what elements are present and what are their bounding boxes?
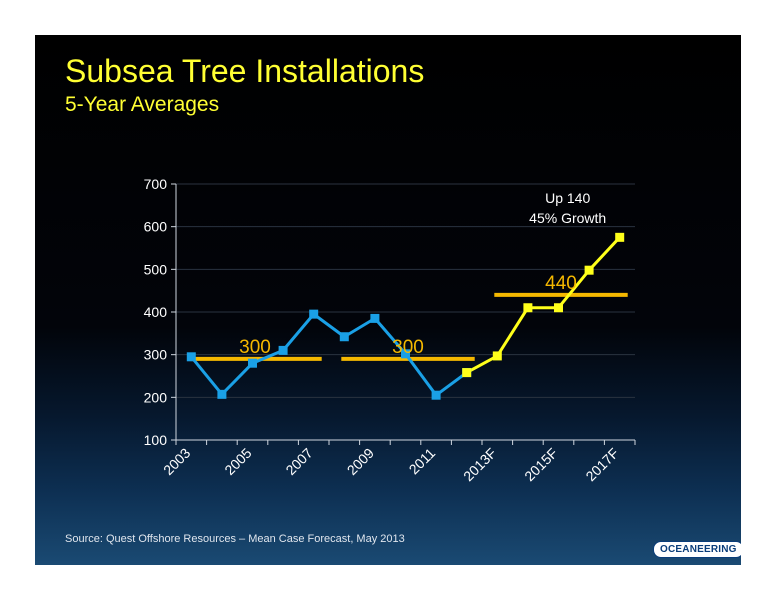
y-tick-label: 100 [144,432,168,448]
data-point [401,349,410,359]
x-tick-label: 2015F [521,445,560,484]
slide: Subsea Tree Installations 5-Year Average… [35,35,741,565]
data-point [492,351,502,361]
x-tick-label: 2011 [406,445,439,478]
average-label: 440 [545,273,577,294]
data-point [278,345,288,355]
data-point [523,303,533,313]
y-tick-label: 700 [144,176,168,192]
chart-title: Subsea Tree Installations [65,53,425,89]
y-tick-label: 600 [144,219,168,235]
series-line-2 [465,236,621,374]
data-point [309,309,319,319]
annotation-line1: Up 140 [545,190,590,206]
y-tick-label: 500 [144,261,168,277]
x-tick-label: 2013F [460,445,499,484]
data-point [186,352,196,362]
x-tick-label: 2007 [282,445,315,478]
data-point [339,332,349,342]
average-label: 300 [392,337,424,358]
data-point [584,265,594,275]
data-point [217,389,227,399]
x-tick-label: 2009 [344,445,377,478]
y-tick-label: 400 [144,304,168,320]
data-point [462,368,472,378]
x-tick-label: 2005 [221,445,254,478]
annotation-line2: 45% Growth [529,210,606,226]
data-point [431,390,441,400]
series-line-1 [190,312,468,397]
y-tick-label: 200 [144,389,168,405]
y-tick-label: 300 [144,347,168,363]
data-point [554,303,563,313]
oceaneering-logo: OCEANEERING [653,541,741,558]
source-note: Source: Quest Offshore Resources – Mean … [65,533,405,545]
data-point [615,232,625,242]
average-label: 300 [239,337,271,358]
data-point [370,313,380,323]
x-tick-label: 2017F [582,445,621,484]
data-point [248,358,257,368]
line-chart: 100 200 300 400 500 600 700 2003 2005 2007 2009 201… [144,176,636,484]
chart-subtitle: 5-Year Averages [65,93,220,116]
x-tick-label: 2003 [160,445,193,478]
